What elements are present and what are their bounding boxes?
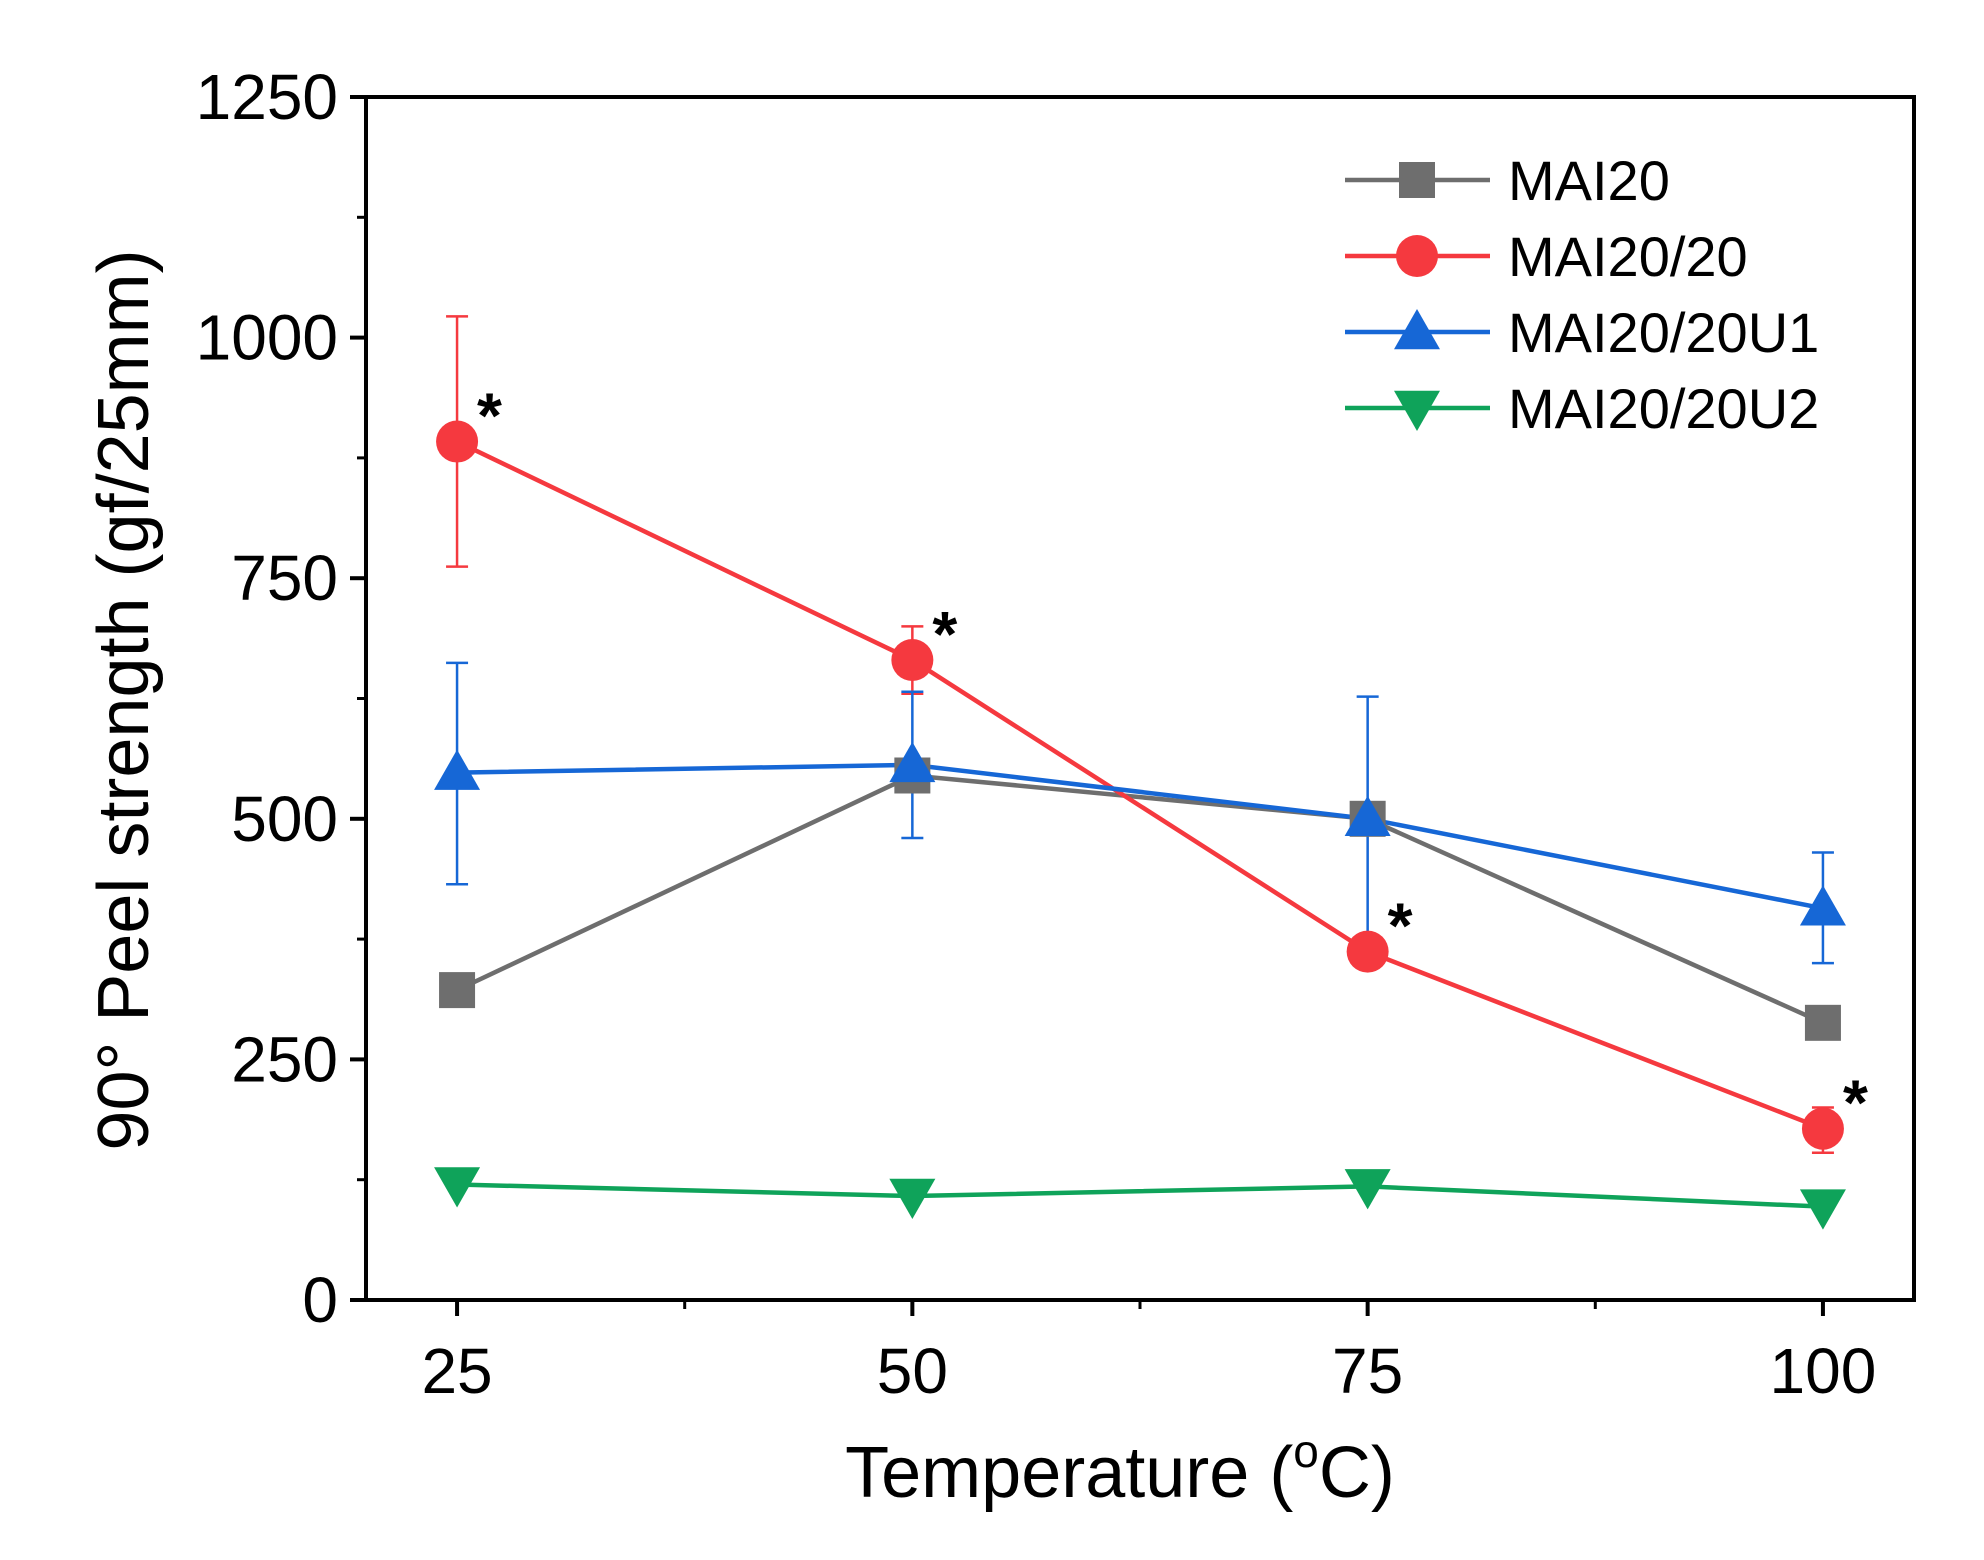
mai20-20u1-point [889, 741, 936, 783]
mai20-20-significance-mark: * [1843, 1067, 1868, 1139]
significance-annotations: * * * * [477, 380, 1868, 1139]
mai20-point [439, 972, 476, 1009]
x-tick-label: 50 [877, 1335, 948, 1407]
mai20-20-significance-mark: * [932, 598, 957, 670]
mai20-20u1-legend-marker [1394, 309, 1440, 350]
mai20-20u1-legend-label: MAI20/20U1 [1508, 301, 1819, 364]
mai20-20-point [1801, 1107, 1844, 1150]
axis-ticks [350, 95, 1825, 1316]
tick-labels: 0 250 500 750 1000 1250 25 50 75 100 [196, 61, 1877, 1407]
y-axis-title: 90° Peel strength (gf/25mm) [84, 249, 164, 1150]
mai20-20-legend-marker [1396, 235, 1438, 277]
mai20-20u1-point [1344, 795, 1391, 837]
y-tick-label: 1250 [196, 61, 338, 133]
mai20-20-point [1346, 930, 1389, 973]
mai20-20u2-point [1344, 1169, 1391, 1210]
mai20-20u1-point [1799, 885, 1846, 926]
y-tick-label: 750 [231, 542, 338, 614]
mai20-legend-marker [1399, 162, 1435, 198]
mai20-20-significance-mark: * [477, 380, 502, 452]
mai20-20-legend-label: MAI20/20 [1508, 225, 1748, 288]
x-axis-title: Temperature (oC) [845, 1425, 1395, 1513]
mai20-line [456, 773, 1824, 1025]
mai20-20u2-point [434, 1167, 481, 1208]
y-tick-label: 500 [231, 783, 338, 855]
x-tick-label: 100 [1770, 1335, 1877, 1407]
mai20-20u2-legend-label: MAI20/20U2 [1508, 377, 1819, 440]
x-tick-label: 25 [421, 1335, 492, 1407]
mai20-20u2-point [889, 1178, 936, 1220]
mai20-20-significance-mark: * [1388, 890, 1413, 962]
x-tick-label: 75 [1332, 1335, 1403, 1407]
mai20-20u1-point [434, 749, 481, 790]
legend: MAI20 MAI20/20 MAI20/20U1 MAI20/20U2 [1345, 149, 1819, 440]
y-tick-label: 250 [231, 1023, 338, 1095]
mai20-20-point [891, 639, 934, 682]
series-markers [434, 420, 1846, 1230]
mai20-20u1-line [457, 762, 1824, 911]
y-tick-label: 1000 [196, 302, 338, 374]
mai20-20u2-legend-marker [1394, 390, 1440, 431]
mai20-20u2-line [457, 1182, 1824, 1209]
mai20-20-line [456, 439, 1824, 1131]
mai20-20u2-point [1799, 1189, 1846, 1230]
mai20-point [1804, 1004, 1841, 1041]
mai20-legend-label: MAI20 [1508, 149, 1670, 212]
error-bars [446, 315, 1834, 1155]
series-lines [456, 439, 1824, 1209]
y-tick-label: 0 [302, 1264, 338, 1336]
mai20-20-point [436, 420, 479, 463]
